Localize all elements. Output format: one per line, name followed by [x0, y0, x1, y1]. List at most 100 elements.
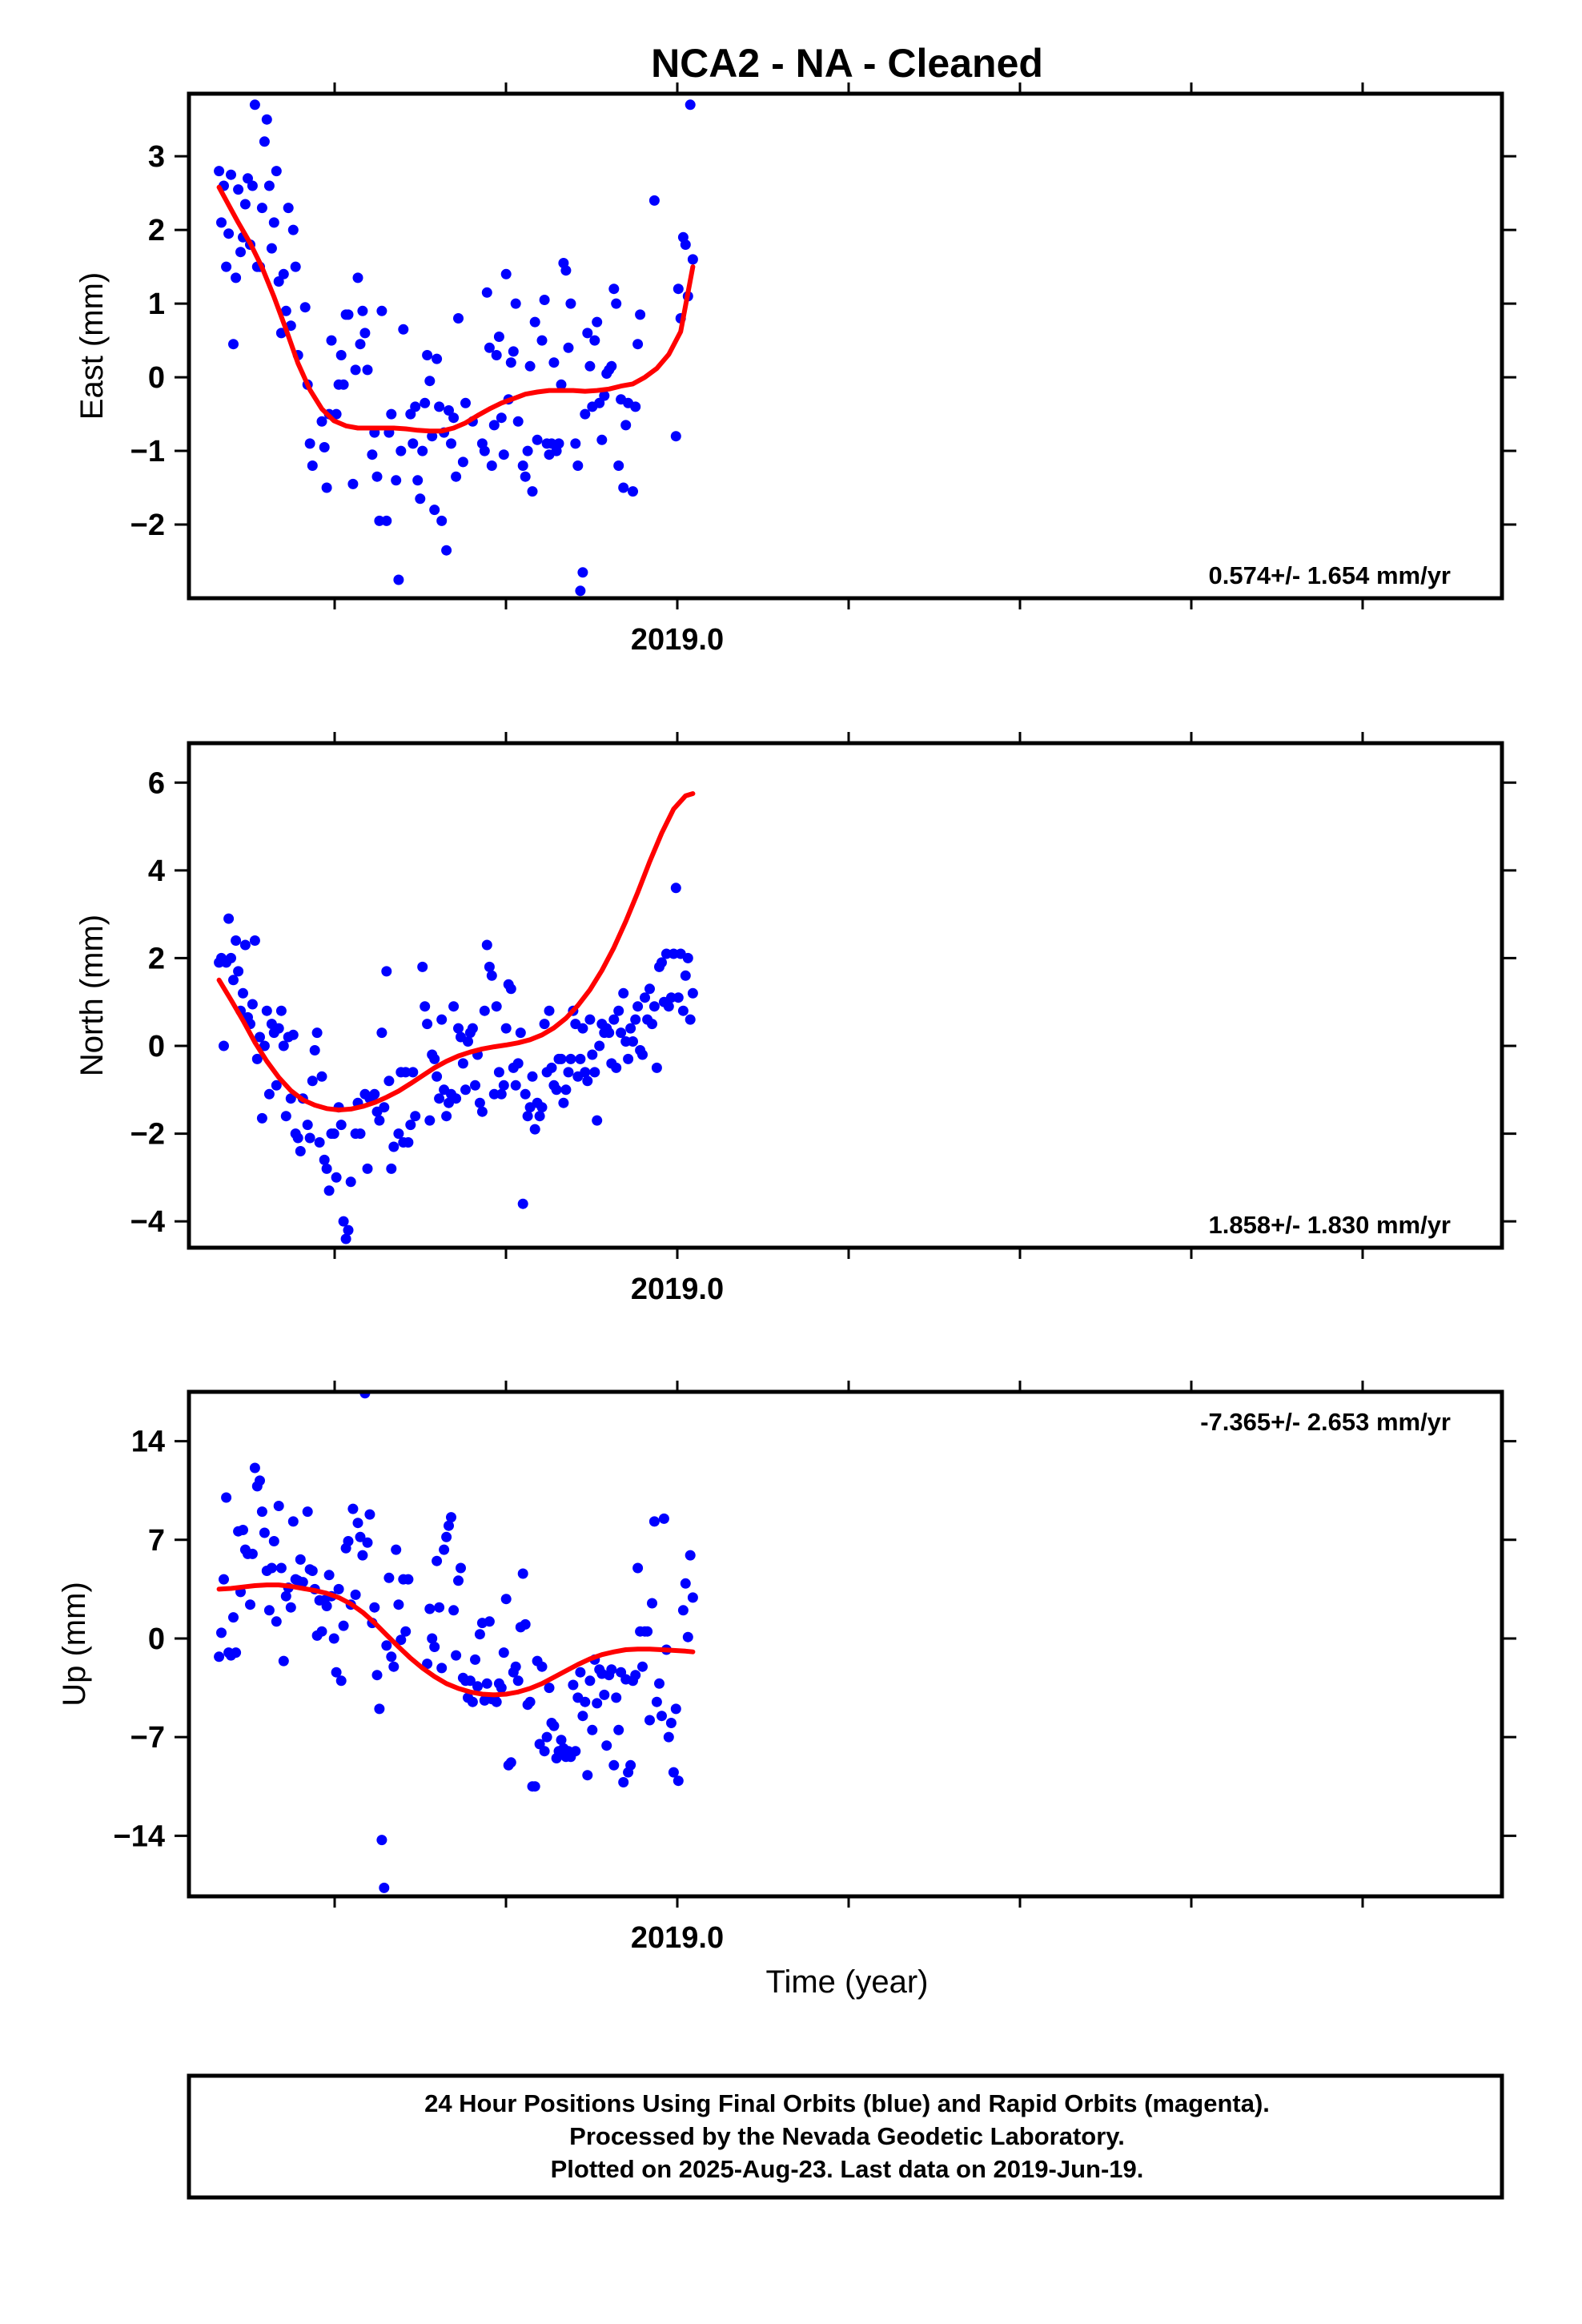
data-point	[553, 438, 564, 449]
data-point	[448, 1605, 460, 1616]
data-point	[611, 1062, 622, 1073]
data-point	[500, 1023, 512, 1034]
data-point	[444, 1520, 454, 1531]
data-point	[510, 1080, 521, 1091]
data-point	[467, 1023, 478, 1034]
data-point	[280, 305, 291, 316]
data-point	[263, 180, 275, 191]
data-point	[311, 1027, 323, 1039]
data-point	[575, 585, 586, 597]
data-point	[460, 1084, 471, 1096]
data-point	[331, 408, 342, 420]
data-point	[249, 935, 260, 946]
data-point	[580, 408, 591, 420]
data-point	[362, 1163, 373, 1174]
data-point	[331, 1667, 342, 1678]
data-point	[314, 1137, 325, 1148]
data-point	[474, 1097, 485, 1108]
data-point	[472, 1681, 483, 1692]
data-point	[338, 379, 349, 390]
data-point	[259, 1527, 270, 1538]
data-point	[434, 1093, 445, 1104]
data-point	[273, 1501, 284, 1511]
data-point	[335, 1675, 347, 1687]
data-point	[403, 1137, 414, 1148]
y-tick-label: 2	[148, 214, 165, 247]
data-point	[275, 1562, 287, 1574]
data-point	[216, 1627, 227, 1638]
data-point	[343, 1224, 354, 1236]
data-point	[239, 199, 251, 210]
data-point	[432, 1071, 443, 1082]
y-tick-label: 7	[148, 1524, 165, 1558]
data-point	[321, 1163, 332, 1174]
data-point	[347, 1503, 359, 1514]
data-point	[367, 449, 378, 460]
data-point	[661, 948, 672, 959]
data-point	[584, 1014, 596, 1025]
data-point	[556, 1053, 567, 1064]
data-point	[316, 1071, 327, 1082]
data-point	[677, 1605, 689, 1616]
data-point	[326, 335, 337, 346]
data-point	[685, 1014, 696, 1025]
data-point	[651, 1696, 662, 1707]
data-point	[682, 952, 693, 963]
data-point	[379, 1882, 390, 1893]
data-point	[340, 1233, 351, 1244]
footer-line-3: Plotted on 2025-Aug-23. Last data on 201…	[551, 2155, 1144, 2183]
data-point	[491, 1001, 502, 1012]
data-point	[221, 1492, 232, 1503]
panels: 2019.0 −2 −1 0 1 2 3 East (mm) 0.574+/- 1.654 mm…	[57, 82, 1516, 1955]
data-point	[235, 247, 246, 258]
data-point	[285, 320, 296, 332]
data-point	[460, 397, 471, 408]
data-point	[285, 1602, 296, 1613]
data-point	[350, 1589, 361, 1600]
data-point	[396, 445, 407, 456]
data-point	[374, 1703, 385, 1715]
data-point	[335, 350, 347, 360]
data-point	[268, 217, 279, 228]
data-point	[355, 1531, 366, 1542]
data-point	[273, 276, 284, 287]
data-point	[266, 243, 277, 254]
data-point	[278, 1655, 289, 1667]
panel-3: 2019.0 −14 −7 0 7 14 Up (mm) -7.365+/- 2.653 mm…	[57, 1381, 1516, 1955]
data-point	[429, 1053, 440, 1064]
data-point	[515, 1027, 526, 1039]
data-point	[680, 970, 691, 981]
data-point	[259, 136, 270, 147]
y-tick-label: 0	[148, 1622, 165, 1656]
data-point	[656, 1711, 667, 1722]
plot-frame	[187, 741, 1504, 1250]
data-point	[381, 1640, 392, 1651]
data-point	[582, 1076, 593, 1087]
data-point	[410, 401, 421, 412]
plot-area	[214, 99, 698, 597]
data-point	[673, 283, 684, 295]
data-point	[238, 987, 248, 999]
y-tick-label: −4	[130, 1205, 165, 1239]
data-point	[283, 203, 294, 214]
data-point	[644, 983, 655, 995]
data-point	[362, 1537, 373, 1548]
fit-line	[216, 1582, 696, 1698]
data-point	[570, 438, 581, 449]
data-point	[520, 1618, 531, 1630]
data-point	[640, 992, 650, 1003]
plot-area	[214, 791, 698, 1244]
data-point	[243, 173, 253, 184]
data-point	[420, 397, 431, 408]
data-point	[403, 1574, 414, 1585]
data-point	[249, 99, 260, 111]
data-point	[493, 332, 504, 342]
data-point	[362, 364, 373, 376]
data-point	[391, 475, 402, 486]
data-point	[670, 883, 681, 894]
data-point	[355, 1128, 366, 1140]
data-point	[371, 1670, 383, 1681]
data-point	[352, 272, 363, 283]
data-point	[400, 1626, 412, 1637]
data-point	[287, 1029, 299, 1040]
